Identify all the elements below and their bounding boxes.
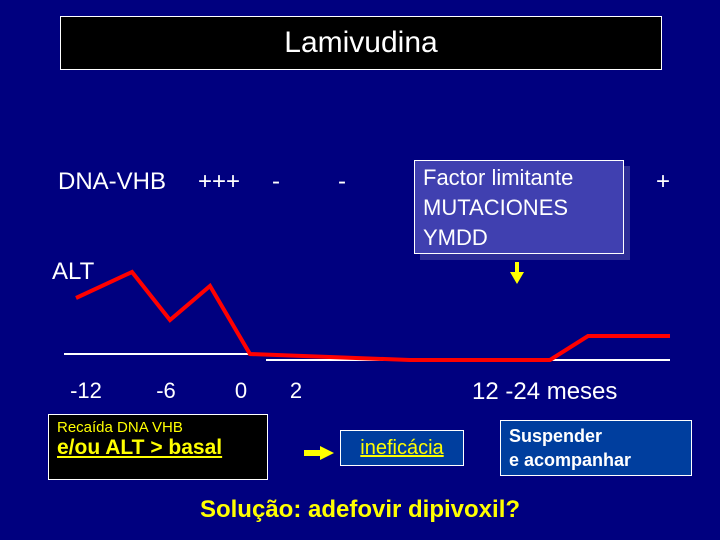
arrow-to-ineficacia-icon [320, 446, 334, 460]
title-text: Lamivudina [284, 26, 437, 60]
factor-line-2: MUTACIONES [423, 193, 615, 223]
factor-line-1: Factor limitante [423, 163, 615, 193]
suspend-box: Suspender e acompanhar [500, 420, 692, 476]
dna-sym-2: - [272, 168, 280, 196]
ineficacia-text: ineficácia [360, 437, 443, 460]
dna-row: DNA-VHB +++ - - Factor limitante MUTACIO… [58, 168, 678, 258]
alt-polyline [76, 272, 670, 360]
relapse-box: Recaída DNA VHB e/ou ALT > basal [48, 414, 268, 480]
dna-sym-3: - [338, 168, 346, 196]
suspend-line-1: Suspender [509, 424, 683, 448]
factor-line-3: YMDD [423, 223, 615, 253]
alt-chart [50, 258, 670, 378]
months-label: 12 -24 meses [472, 378, 617, 406]
tick-2: 2 [290, 378, 302, 404]
factor-box: Factor limitante MUTACIONES YMDD [414, 160, 624, 254]
dna-sym-1: +++ [198, 168, 240, 196]
title-bar: Lamivudina [60, 16, 662, 70]
relapse-line-1: Recaída DNA VHB [57, 419, 259, 436]
ineficacia-box: ineficácia [340, 430, 464, 466]
tick-minus6: -6 [156, 378, 176, 404]
tick-minus12: -12 [70, 378, 102, 404]
dna-sym-4: + [656, 168, 670, 196]
relapse-line-2: e/ou ALT > basal [57, 436, 259, 460]
tick-0: 0 [235, 378, 247, 404]
solution-text: Solução: adefovir dipivoxil? [0, 496, 720, 524]
dna-label: DNA-VHB [58, 168, 166, 196]
suspend-line-2: e acompanhar [509, 448, 683, 472]
